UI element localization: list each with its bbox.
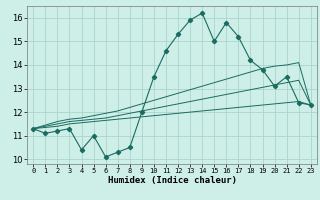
X-axis label: Humidex (Indice chaleur): Humidex (Indice chaleur) [108,176,236,185]
